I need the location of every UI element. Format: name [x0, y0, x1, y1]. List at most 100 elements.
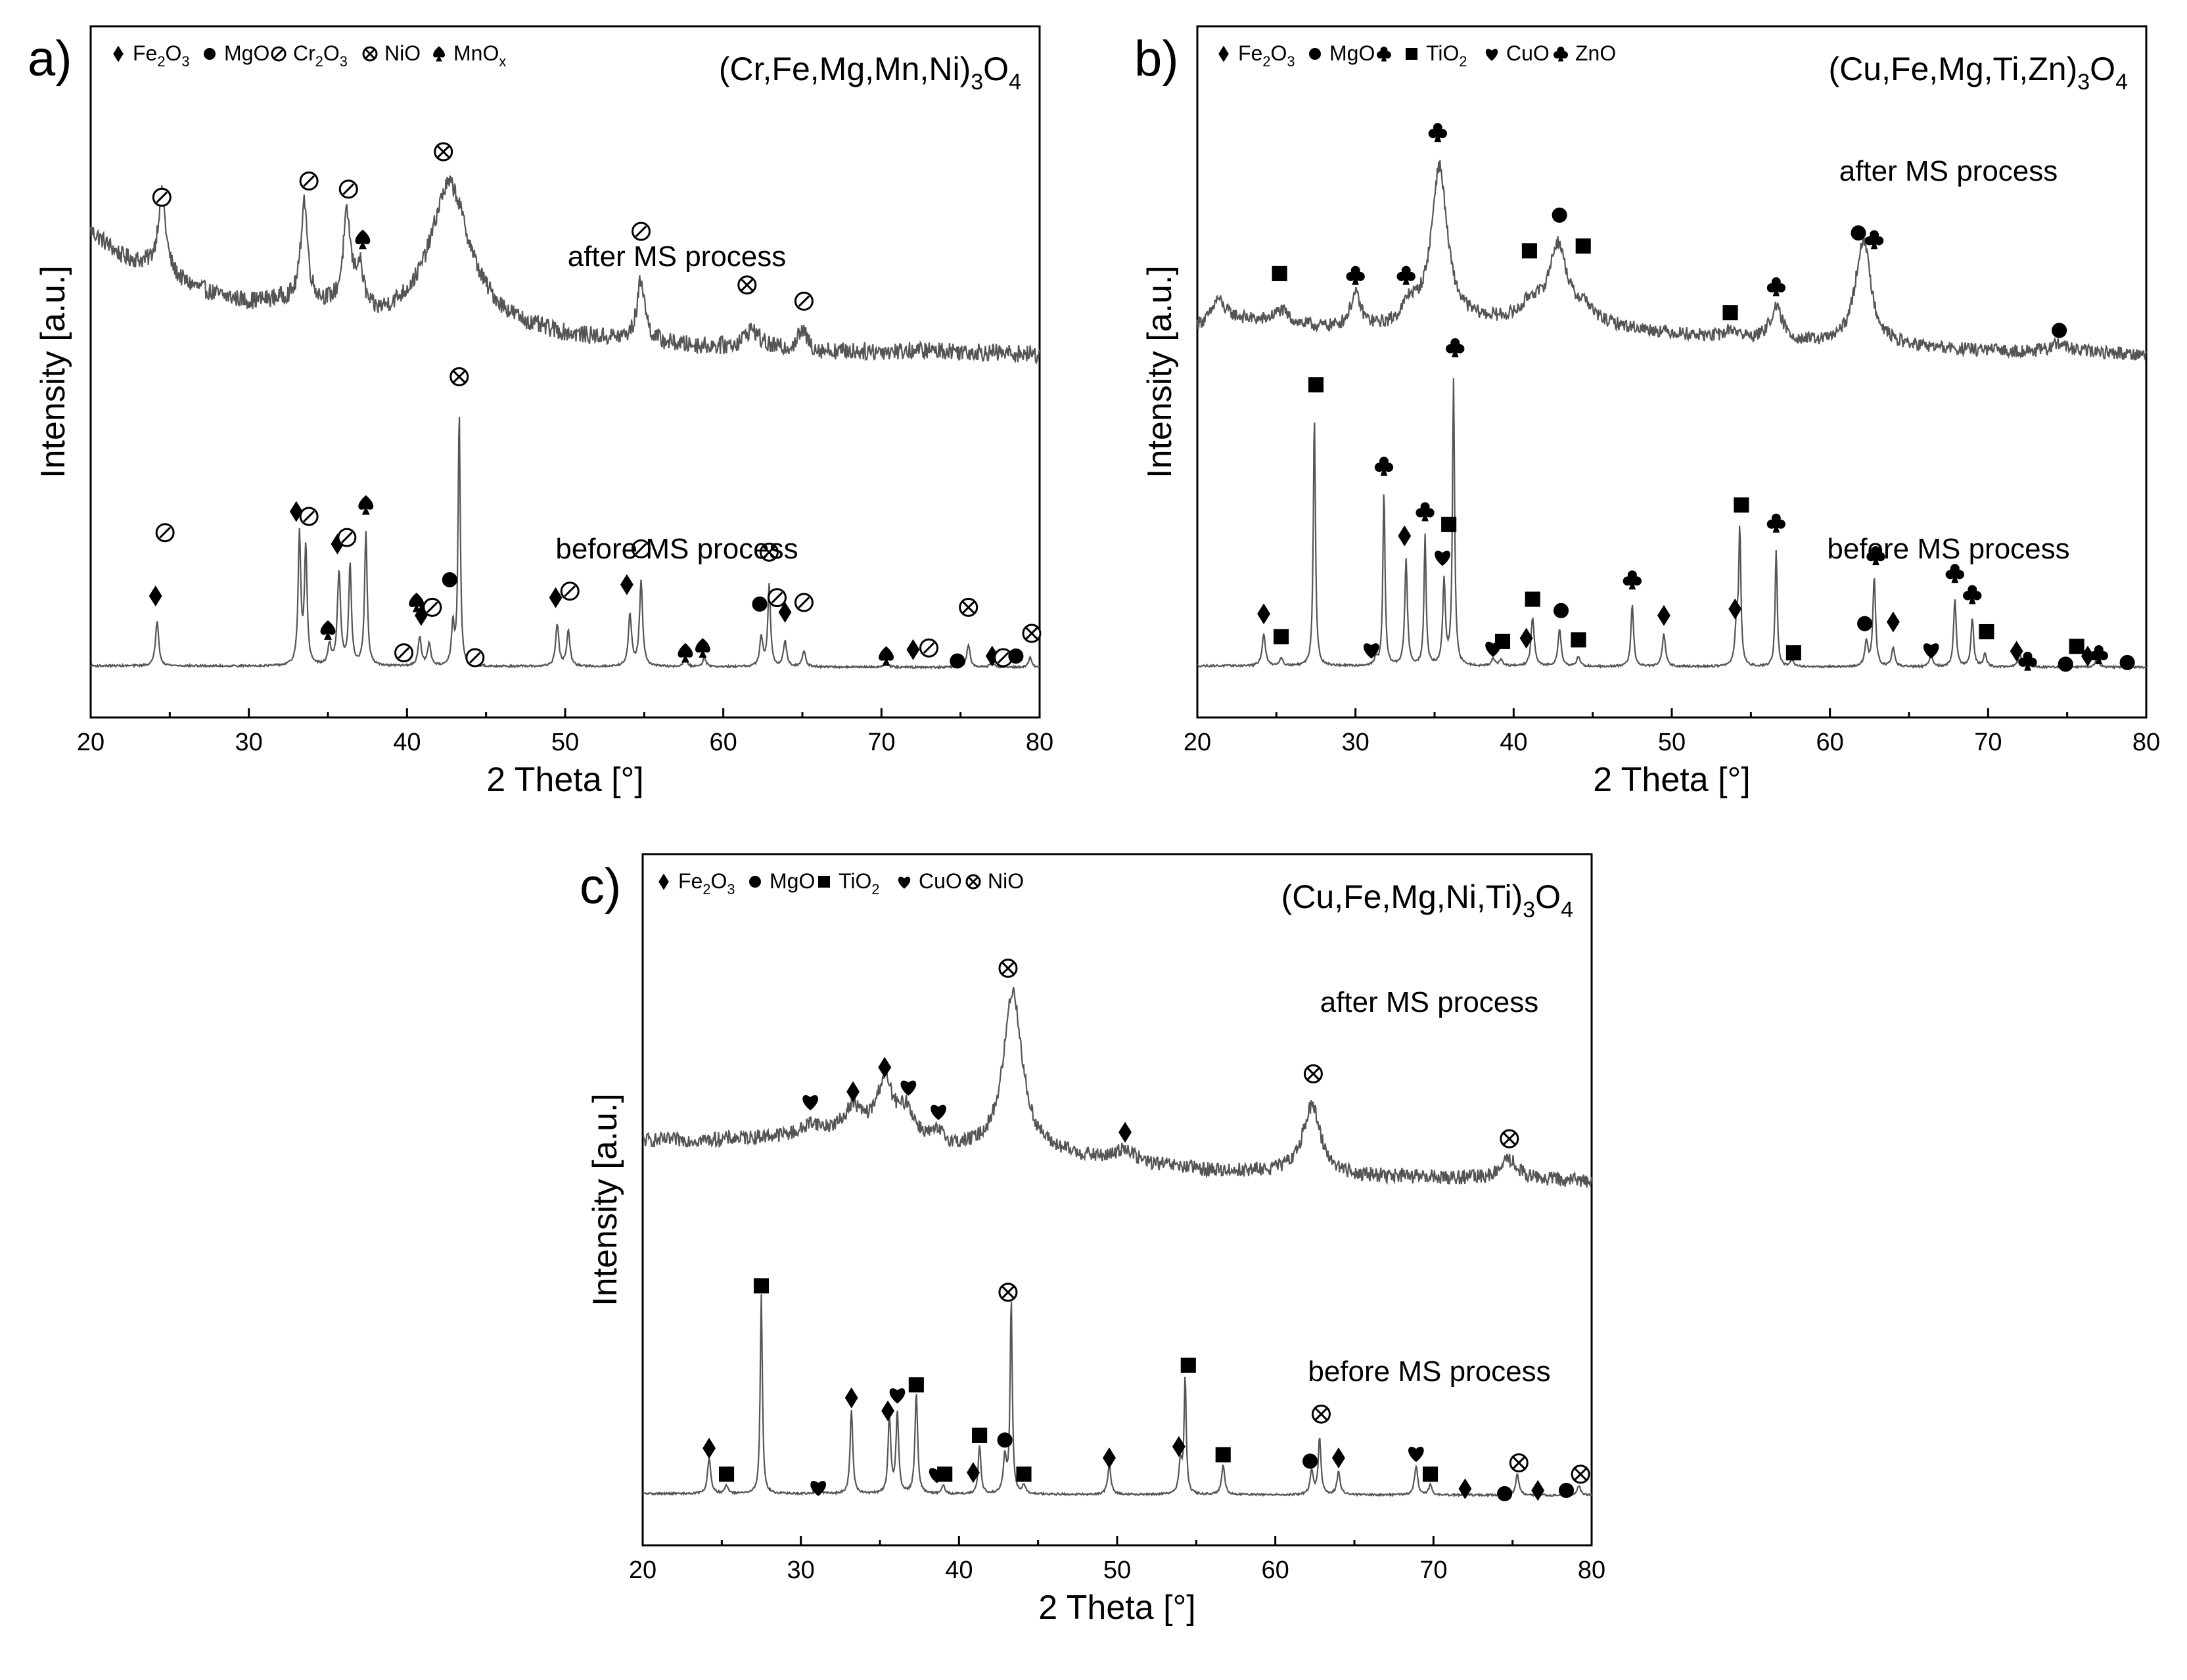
phase-marker-square-icon — [1272, 265, 1287, 281]
phase-marker-square-icon — [1785, 645, 1801, 661]
phase-marker-circle-icon — [950, 653, 965, 669]
x-tick-label: 20 — [629, 1556, 656, 1584]
phase-marker-slash-circle-icon — [560, 581, 580, 601]
phase-marker-diamond-icon — [1531, 1480, 1545, 1501]
phase-marker-spade-icon — [355, 229, 371, 250]
phase-marker-slash-circle-icon — [632, 539, 651, 558]
trace-before-ms — [1197, 378, 2147, 670]
x-tick-label: 40 — [1500, 729, 1527, 756]
legend-circle-icon — [749, 876, 761, 888]
phase-marker-diamond-icon — [620, 574, 633, 595]
x-tick-label: 60 — [1816, 729, 1844, 756]
phase-marker-diamond-icon — [1728, 598, 1742, 620]
phase-marker-club-icon — [1346, 265, 1365, 285]
phase-marker-square-icon — [1521, 243, 1537, 259]
legend-label: MgO — [770, 869, 815, 893]
phase-marker-club-icon — [1963, 585, 1982, 604]
phase-marker-club-icon — [1945, 564, 1964, 583]
x-tick-label: 70 — [867, 729, 895, 756]
trace-after-ms — [1196, 160, 2148, 361]
legend-heart-icon — [1485, 49, 1498, 61]
phase-marker-diamond-icon — [149, 585, 162, 607]
phase-marker-cross-circle-icon — [959, 597, 978, 617]
phase-marker-slash-circle-icon — [394, 643, 414, 663]
phase-marker-square-icon — [1215, 1447, 1231, 1463]
phase-marker-diamond-icon — [1257, 603, 1271, 625]
phase-marker-diamond-icon — [846, 1081, 860, 1102]
legend-label: MgO — [1329, 41, 1375, 65]
legend-label: TiO2 — [839, 869, 879, 897]
legend-label: CuO — [1506, 41, 1550, 65]
phase-marker-square-icon — [1422, 1466, 1439, 1482]
legend-label: NiO — [988, 869, 1024, 893]
trace-before-ms — [90, 417, 1040, 670]
panel-title: (Cu,Fe,Mg,Ni,Ti)3O4 — [1281, 878, 1573, 922]
phase-marker-square-icon — [1274, 629, 1289, 645]
legend-circle-icon — [1309, 48, 1321, 60]
phase-marker-circle-icon — [1302, 1453, 1318, 1469]
phase-marker-club-icon — [2018, 651, 2037, 671]
trace-before-ms — [642, 1294, 1592, 1498]
phase-marker-square-icon — [1441, 516, 1457, 532]
phase-marker-diamond-icon — [906, 639, 920, 660]
phase-marker-slash-circle-icon — [919, 638, 939, 658]
legend-label: ZnO — [1575, 41, 1616, 65]
legend-diamond-icon — [113, 45, 124, 62]
y-axis-label: Intensity [a.u.] — [1141, 265, 1179, 478]
phase-marker-diamond-icon — [2010, 641, 2023, 662]
panel-b: 20 30 40 50 60 70 80 2 Theta [°] Intensity [a.u.… — [1134, 25, 2160, 799]
phase-marker-circle-icon — [1857, 616, 1873, 631]
legend-label: CuO — [919, 869, 962, 893]
phase-marker-club-icon — [1446, 338, 1465, 357]
phase-marker-cross-circle-icon — [1571, 1464, 1590, 1484]
phase-marker-slash-circle-icon — [299, 507, 319, 526]
label-before-ms: before MS process — [555, 533, 798, 565]
phase-marker-club-icon — [1623, 570, 1642, 590]
phase-marker-circle-icon — [752, 596, 768, 612]
phase-marker-square-icon — [1734, 497, 1749, 513]
x-tick-label: 70 — [1419, 1556, 1447, 1584]
phase-marker-heart-icon — [802, 1095, 818, 1111]
phase-marker-diamond-icon — [1458, 1478, 1472, 1499]
label-before-ms: before MS process — [1308, 1355, 1550, 1388]
phase-marker-club-icon — [1766, 513, 1785, 533]
x-tick-label: 50 — [551, 729, 579, 756]
label-before-ms: before MS process — [1827, 533, 2069, 565]
label-after-ms: after MS process — [1320, 986, 1539, 1018]
x-axis-label: 2 Theta [°] — [486, 761, 644, 799]
panel-label: b) — [1134, 31, 1179, 87]
phase-marker-diamond-icon — [1657, 604, 1670, 626]
phase-marker-club-icon — [1374, 457, 1394, 476]
phase-marker-slash-circle-icon — [337, 528, 357, 547]
x-tick-label: 40 — [393, 729, 421, 756]
phase-marker-circle-icon — [2052, 323, 2067, 338]
phase-marker-square-icon — [1180, 1357, 1196, 1373]
phase-marker-heart-icon — [1923, 643, 1939, 659]
legend-circle-icon — [204, 48, 216, 60]
panel-c: 20 30 40 50 60 70 80 2 Theta [°] Intensity [a.u.… — [580, 853, 1605, 1627]
x-tick-label: 60 — [1262, 1556, 1289, 1584]
phase-marker-diamond-icon — [1331, 1447, 1345, 1468]
x-axis-label: 2 Theta [°] — [1038, 1589, 1196, 1627]
x-tick-label: 60 — [710, 729, 737, 756]
phase-marker-heart-icon — [1408, 1447, 1424, 1463]
legend-label: Fe2O3 — [678, 869, 735, 897]
phase-marker-slash-circle-icon — [794, 291, 814, 311]
phase-marker-cross-circle-icon — [759, 542, 779, 562]
phase-marker-heart-icon — [810, 1481, 826, 1497]
phase-marker-cross-circle-icon — [1509, 1453, 1529, 1472]
x-tick-label: 80 — [1026, 729, 1053, 756]
phase-marker-circle-icon — [997, 1432, 1013, 1448]
phase-marker-circle-icon — [442, 572, 457, 587]
phase-marker-square-icon — [1494, 633, 1511, 649]
phase-marker-circle-icon — [2058, 656, 2073, 672]
phase-marker-cross-circle-icon — [1022, 624, 1042, 643]
x-tick-label: 30 — [787, 1556, 815, 1584]
phase-marker-square-icon — [1525, 591, 1540, 607]
phase-marker-cross-circle-icon — [434, 142, 453, 162]
phase-marker-square-icon — [908, 1377, 924, 1393]
phase-marker-slash-circle-icon — [767, 588, 787, 608]
phase-marker-diamond-icon — [778, 601, 792, 623]
phase-marker-cross-circle-icon — [998, 959, 1018, 978]
